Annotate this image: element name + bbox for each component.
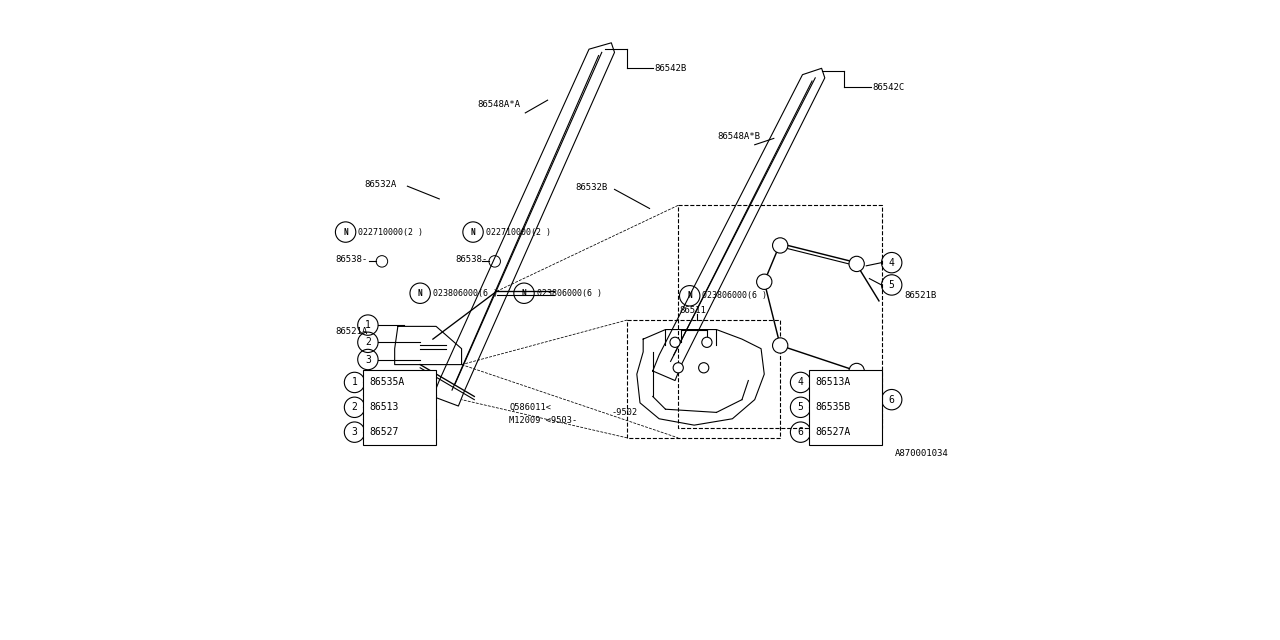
Text: 86513: 86513 [369,403,398,412]
FancyBboxPatch shape [809,370,882,445]
Text: 86548A*B: 86548A*B [718,132,760,141]
Text: 86521A: 86521A [335,327,367,336]
Text: 2: 2 [352,403,357,412]
Circle shape [849,364,864,379]
Text: 86521B: 86521B [905,291,937,300]
Text: 4: 4 [797,378,804,387]
Text: N: N [471,228,475,237]
Text: 86511: 86511 [680,306,707,315]
Text: 022710000(2 ): 022710000(2 ) [486,228,550,237]
Circle shape [669,337,680,348]
Text: N: N [522,289,526,298]
Circle shape [699,363,709,373]
Text: 6: 6 [797,427,804,437]
Text: 86538-: 86538- [335,255,367,264]
Text: 86532A: 86532A [365,180,397,189]
Text: 023806000(6 ): 023806000(6 ) [703,291,768,300]
Text: 86538-: 86538- [456,255,488,264]
Text: 6: 6 [888,395,895,404]
Text: 023806000(6 ): 023806000(6 ) [536,289,602,298]
Text: 1: 1 [365,320,371,330]
Text: 86527: 86527 [369,427,398,437]
Text: 2: 2 [365,337,371,348]
Text: 86542C: 86542C [872,83,904,92]
Text: N: N [417,289,422,298]
Text: 86535A: 86535A [369,378,404,387]
Text: 86513A: 86513A [815,378,850,387]
Circle shape [673,363,684,373]
Text: 1: 1 [352,378,357,387]
Text: 023806000(6 ): 023806000(6 ) [433,289,498,298]
Text: 86532B: 86532B [575,183,607,192]
Text: 5: 5 [888,280,895,290]
Circle shape [756,274,772,289]
Text: N: N [343,228,348,237]
FancyBboxPatch shape [362,370,436,445]
Circle shape [849,256,864,271]
Text: 86535B: 86535B [815,403,850,412]
Text: 4: 4 [888,258,895,268]
Text: Q586011<: Q586011< [509,403,552,412]
Circle shape [773,338,787,353]
Text: A870001034: A870001034 [895,449,948,458]
Text: 3: 3 [365,355,371,365]
Circle shape [773,238,787,253]
Text: 86542B: 86542B [654,64,686,73]
Text: 3: 3 [352,427,357,437]
Text: 86527A: 86527A [815,427,850,437]
Text: 86548A*A: 86548A*A [477,100,521,109]
Circle shape [701,337,712,348]
Text: 022710000(2 ): 022710000(2 ) [358,228,424,237]
Text: -9502: -9502 [612,408,637,417]
Text: M12009 <9503-: M12009 <9503- [509,416,577,425]
Text: N: N [687,291,692,300]
Text: 5: 5 [797,403,804,412]
